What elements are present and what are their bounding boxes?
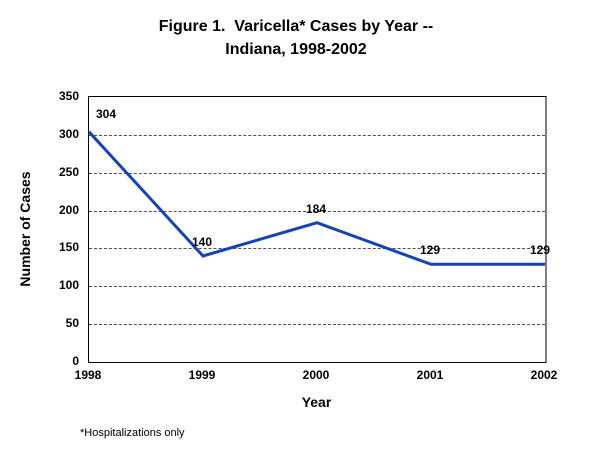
data-label-1998: 304 [96,107,117,121]
gridline-50 [89,324,545,326]
y-tick-label-350: 350 [58,89,79,103]
chart-title: Figure 1. Varicella* Cases by Year -- In… [0,15,592,61]
plot-area [87,96,547,363]
y-tick-label-100: 100 [58,278,79,292]
y-axis-title: Number of Cases [17,170,33,287]
x-tick-label-1998: 1998 [74,368,102,382]
gridline-150 [89,248,545,250]
gridline-200 [89,210,545,212]
data-label-2001: 129 [419,243,441,257]
gridline-250 [89,172,545,174]
x-tick-label-2000: 2000 [302,368,330,382]
gridline-300 [89,134,545,136]
chart-title-line1: Figure 1. Varicella* Cases by Year -- [158,18,434,35]
data-label-1999: 140 [191,235,213,249]
data-label-2002: 129 [529,243,550,257]
gridline-100 [89,286,545,288]
y-tick-label-300: 300 [58,127,79,141]
y-tick-label-50: 50 [65,316,79,330]
y-tick-label-250: 250 [58,165,79,179]
x-tick-label-2002: 2002 [530,368,558,382]
y-tick-label-150: 150 [58,240,79,254]
y-tick-label-200: 200 [58,203,79,217]
series-line [87,130,545,266]
footnote: *Hospitalizations only [80,427,185,439]
x-tick-label-1999: 1999 [188,368,216,382]
line-series-svg [87,130,545,266]
x-tick-label-2001: 2001 [416,368,444,382]
x-axis-title: Year [301,394,332,410]
chart-title-line2: Indiana, 1998-2002 [225,41,367,58]
y-tick-label-0: 0 [72,354,79,368]
data-label-2000: 184 [305,202,327,216]
